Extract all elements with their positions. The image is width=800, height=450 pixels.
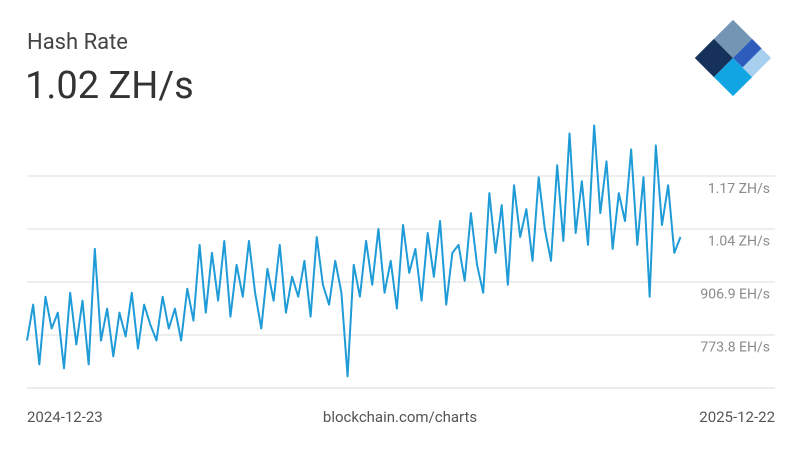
source: blockchain.com/charts: [323, 408, 477, 426]
logo: [694, 19, 772, 97]
y-tick-label: 773.8 EH/s: [700, 340, 770, 356]
y-tick-label: 906.9 EH/s: [700, 287, 770, 303]
y-tick-label: 1.17 ZH/s: [708, 181, 770, 197]
current-value: 1.02 ZH/s: [25, 64, 194, 108]
chart-title: Hash Rate: [27, 30, 128, 55]
x-tick-label: 2024-12-23: [27, 408, 103, 426]
logo-part: [742, 48, 772, 78]
y-tick-label: 1.04 ZH/s: [708, 234, 770, 250]
data-line: [26, 124, 682, 378]
logo-part: [733, 38, 762, 68]
logo-part: [694, 38, 733, 78]
x-tick-label: 2025-12-22: [699, 408, 775, 426]
